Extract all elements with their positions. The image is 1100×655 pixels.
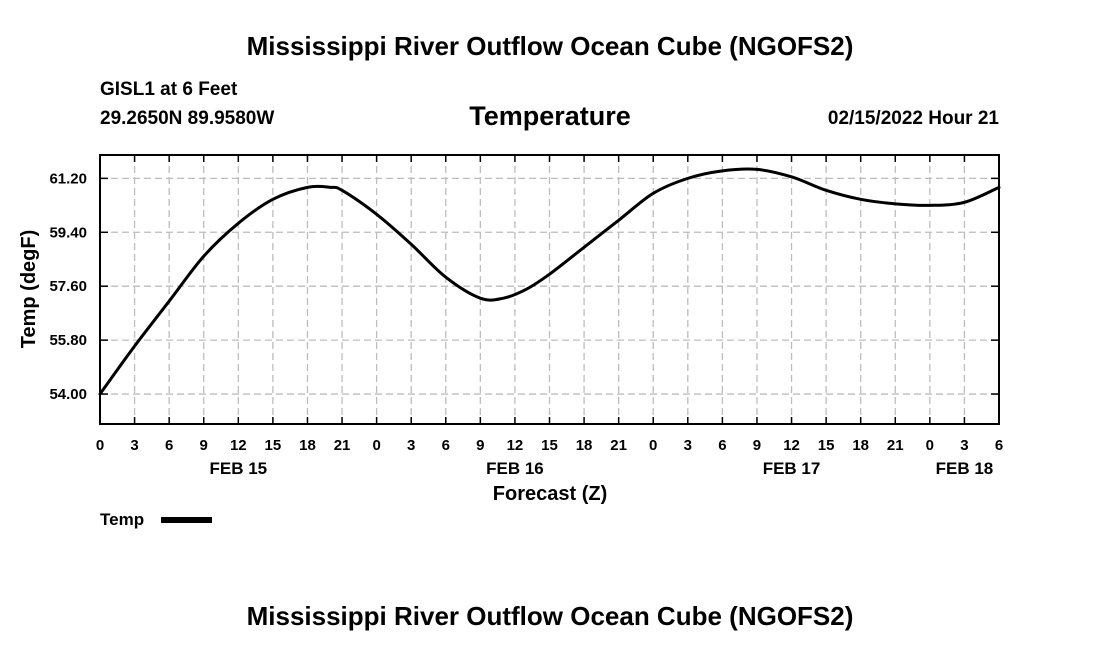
- x-tick-label: 3: [684, 437, 692, 454]
- legend: Temp: [100, 510, 212, 529]
- x-tick-label: 18: [852, 437, 869, 454]
- x-tick-label: 6: [165, 437, 173, 454]
- x-day-label: FEB 16: [486, 459, 544, 478]
- station-coordinates: 29.2650N 89.9580W: [100, 108, 274, 129]
- x-tick-label: 3: [130, 437, 138, 454]
- y-axis-title: Temp (degF): [18, 230, 40, 349]
- x-tick-label: 15: [265, 437, 282, 454]
- x-axis-title: Forecast (Z): [493, 483, 607, 505]
- x-day-label: FEB 17: [763, 459, 821, 478]
- x-tick-label: 9: [476, 437, 484, 454]
- x-tick-label: 6: [995, 437, 1003, 454]
- chart-subtitle: Temperature: [469, 101, 631, 131]
- x-tick-label: 21: [610, 437, 627, 454]
- x-tick-label: 12: [230, 437, 247, 454]
- x-tick-label: 0: [649, 437, 657, 454]
- x-tick-label: 0: [372, 437, 380, 454]
- x-tick-label: 18: [299, 437, 316, 454]
- y-tick-label: 61.20: [49, 170, 87, 187]
- legend-label-temp: Temp: [100, 510, 144, 529]
- y-tick-label: 54.00: [49, 386, 87, 403]
- x-tick-label: 21: [334, 437, 351, 454]
- chart-main-title: Mississippi River Outflow Ocean Cube (NG…: [247, 31, 854, 61]
- x-tick-label: 6: [442, 437, 450, 454]
- series-line-temp: [98, 167, 1001, 396]
- x-tick-label: 9: [200, 437, 208, 454]
- x-axis-tick-labels: 0 3 6 9 12 15 18 21 0 3 6 9 12 15 18 21 0 3 6 9 12 15 18 21 0 3 6: [96, 437, 1003, 454]
- plot-area-frame: [99, 154, 1000, 425]
- grid-lines: [100, 155, 999, 424]
- tick-marks: [99, 155, 1000, 424]
- x-tick-label: 3: [960, 437, 968, 454]
- x-tick-label: 12: [783, 437, 800, 454]
- y-axis-tick-labels: 54.00 55.80 57.60 59.40 61.20: [49, 170, 87, 403]
- x-tick-label: 9: [753, 437, 761, 454]
- x-day-label: FEB 18: [936, 459, 994, 478]
- x-tick-label: 18: [576, 437, 593, 454]
- y-tick-label: 57.60: [49, 278, 87, 295]
- x-day-label: FEB 15: [209, 459, 267, 478]
- x-tick-label: 0: [926, 437, 934, 454]
- y-tick-label: 59.40: [49, 224, 87, 241]
- x-tick-label: 3: [407, 437, 415, 454]
- x-tick-label: 6: [718, 437, 726, 454]
- x-tick-label: 15: [541, 437, 558, 454]
- x-tick-label: 12: [507, 437, 524, 454]
- x-axis-day-labels: FEB 15 FEB 16 FEB 17 FEB 18: [209, 459, 993, 478]
- station-label: GISL1 at 6 Feet: [100, 79, 238, 100]
- forecast-datetime: 02/15/2022 Hour 21: [828, 108, 1000, 129]
- footer-title: Mississippi River Outflow Ocean Cube (NG…: [247, 601, 854, 631]
- x-tick-label: 21: [887, 437, 904, 454]
- x-tick-label: 0: [96, 437, 104, 454]
- y-tick-label: 55.80: [49, 332, 87, 349]
- x-tick-label: 15: [818, 437, 835, 454]
